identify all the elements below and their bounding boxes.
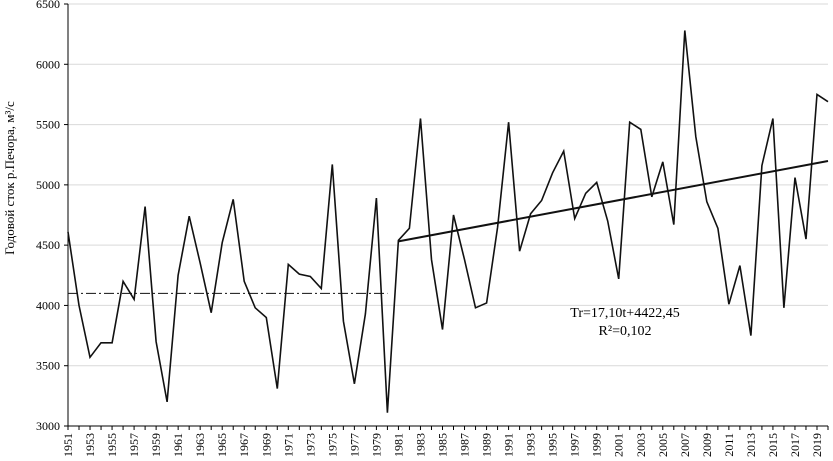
x-tick-label: 2001 xyxy=(612,433,626,457)
x-tick-label: 2017 xyxy=(788,433,802,457)
x-tick-label: 2009 xyxy=(700,433,714,457)
annual-flow-line xyxy=(67,30,829,413)
y-tick-label: 4500 xyxy=(36,238,60,252)
axes: 3000 3500 4000 4500 5000 5500 6000 6500 1951 1953… xyxy=(36,0,829,457)
y-tick-label: 6500 xyxy=(36,0,60,11)
x-tick-label: 1999 xyxy=(590,433,604,457)
x-tick-label: 2019 xyxy=(810,433,824,457)
x-tick-label: 1951 xyxy=(61,433,75,457)
x-tick-label: 2003 xyxy=(634,433,648,457)
x-tick-label: 1959 xyxy=(149,433,163,457)
grid-lines xyxy=(68,3,828,427)
y-tick-label: 5000 xyxy=(36,178,60,192)
x-tick-label: 1967 xyxy=(237,433,251,457)
x-tick-label: 1965 xyxy=(215,433,229,457)
x-tick-label: 1975 xyxy=(325,433,339,457)
x-tick-label: 1983 xyxy=(413,433,427,457)
x-tick-label: 1995 xyxy=(546,433,560,457)
y-tick-label: 4000 xyxy=(36,298,60,312)
x-tick-label: 1981 xyxy=(391,433,405,457)
x-tick-label: 1997 xyxy=(568,433,582,457)
x-tick-label: 1991 xyxy=(502,433,516,457)
x-tick-label: 1987 xyxy=(458,433,472,457)
x-tick-label: 2005 xyxy=(656,433,670,457)
x-tick-label: 2007 xyxy=(678,433,692,457)
trend-line xyxy=(398,160,829,243)
x-tick-label: 1953 xyxy=(83,433,97,457)
x-tick-label: 1973 xyxy=(303,433,317,457)
x-tick-label: 2011 xyxy=(722,433,736,457)
trend-equation: Tr=17,10t+4422,45 xyxy=(570,306,679,321)
x-tick-label: 1979 xyxy=(369,433,383,457)
x-tick-label: 1955 xyxy=(105,433,119,457)
y-axis-label: Годовой сток р.Печора, м³/с xyxy=(2,101,17,255)
r-squared: R²=0,102 xyxy=(599,324,652,339)
x-tick-label: 1971 xyxy=(281,433,295,457)
x-tick-label: 1961 xyxy=(171,433,185,457)
x-tick-label: 1963 xyxy=(193,433,207,457)
series-layer xyxy=(67,30,829,413)
x-tick-label: 1985 xyxy=(435,433,449,457)
x-tick-label: 1969 xyxy=(259,433,273,457)
x-tick-label: 2013 xyxy=(744,433,758,457)
labels: Годовой сток р.Печора, м³/с Tr=17,10t+44… xyxy=(2,101,680,339)
x-tick-label: 1993 xyxy=(524,433,538,457)
y-tick-label: 5500 xyxy=(36,118,60,132)
x-tick-label: 1989 xyxy=(480,433,494,457)
y-tick-label: 6000 xyxy=(36,57,60,71)
y-tick-label: 3500 xyxy=(36,359,60,373)
x-tick-label: 1977 xyxy=(347,433,361,457)
x-tick-label: 1957 xyxy=(127,433,141,457)
y-tick-label: 3000 xyxy=(36,419,60,433)
x-tick-label: 2015 xyxy=(766,433,780,457)
